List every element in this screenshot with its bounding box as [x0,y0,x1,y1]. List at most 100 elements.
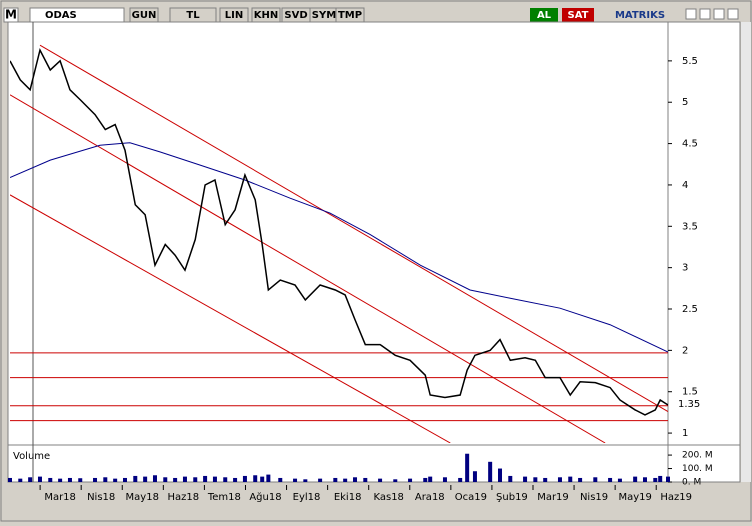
volume-bar [408,478,413,482]
volume-bar [465,453,470,482]
y-tick-label: 4 [682,180,688,191]
win-btn[interactable] [713,8,725,20]
toolbar-button[interactable] [251,7,281,23]
last-price: 1.35 [678,399,700,410]
volume-bar [182,476,187,482]
y-tick-label: 3 [682,263,688,274]
volume-bar [48,477,53,482]
volume-bar [260,476,265,482]
volume-bar [163,477,168,482]
x-tick-label: May18 [126,492,159,503]
volume-bar [78,478,83,482]
x-tick-label: Eki18 [334,492,362,503]
volume-bar [278,477,283,482]
volume-bar [633,476,638,482]
logo: M [5,8,17,22]
toolbar-button-label: LIN [225,10,243,21]
y-tick-label: 2 [682,345,688,356]
toolbar-button[interactable] [219,7,249,23]
x-tick-label: May19 [618,492,651,503]
volume-bar [113,478,118,482]
sell-button[interactable] [562,8,594,22]
volume-bar [28,477,33,482]
toolbar-button[interactable] [129,7,159,23]
volume-bar [568,476,573,482]
volume-bar [67,477,72,482]
volume-bar [593,477,598,482]
volume-bar [303,479,308,482]
toolbar-button-label: KHN [254,10,279,21]
volume-bar [658,475,663,482]
volume-bar [498,468,503,482]
trend-line [10,194,451,443]
x-tick-label: Eyl18 [293,492,321,503]
volume-bar [523,476,528,482]
volume-bar [653,477,658,482]
y-tick-label: 4.5 [682,139,698,150]
volume-bar [193,477,198,482]
volume-bar [363,477,368,482]
volume-bar [423,477,428,482]
y-tick-label: 5.5 [682,56,698,67]
volume-bar [152,475,157,482]
win-btn[interactable] [685,8,697,20]
x-tick-label: Kas18 [373,492,403,503]
volume-bar [458,477,463,482]
volume-bar [233,477,238,482]
volume-bar [442,477,447,482]
toolbar-button[interactable] [169,7,217,23]
volume-bar [393,479,398,482]
volume-bar [333,477,338,482]
volume-bar [488,461,493,482]
volume-bar [58,478,63,482]
volume-bar [472,471,477,482]
volume-tick-label: 0. M [682,478,701,488]
buy-button[interactable] [530,8,558,22]
last-price-box [676,398,706,411]
x-tick-label: Mar19 [537,492,569,503]
toolbar-button-label: GUN [132,10,157,21]
trend-line [10,94,606,443]
volume-bar [543,477,548,482]
x-tick-label: Haz18 [168,492,200,503]
volume-bar [173,477,178,482]
volume-bar [557,477,562,482]
x-tick-label: Ağu18 [249,491,281,503]
volume-bar [666,476,670,482]
y-tick-label: 1.5 [682,387,698,398]
x-tick-label: Tem18 [207,492,241,503]
win-btn[interactable] [699,8,711,20]
volume-tick-label: 200. M [682,451,713,461]
volume-label: Volume [13,451,50,462]
toolbar-button[interactable] [335,7,365,23]
sell-label: SAT [568,10,589,21]
x-tick-label: Mar18 [44,492,76,503]
volume-bar [642,477,647,482]
x-tick-label: Haz19 [660,492,692,503]
volume-bar [378,478,383,482]
toolbar: M ODAS AL SAT MATRIKS [3,7,739,23]
volume-bar [212,476,217,482]
volume-bar [608,477,613,482]
y-tick-label: 3.5 [682,221,698,232]
volume-tick-label: 100. M [682,464,713,474]
x-tick-label: Nis19 [580,492,608,503]
x-tick-label: Oca19 [455,492,487,503]
volume-bar [578,477,583,482]
volume-bar [123,477,128,482]
volume-bar [617,478,622,482]
x-tick-label: Şub19 [496,492,528,503]
volume-bar [93,477,98,482]
scrollbar[interactable] [741,22,751,482]
buy-label: AL [537,10,552,21]
brand: MATRIKS [615,10,665,21]
plot [10,44,668,443]
volume-bar [533,477,538,482]
trend-line [39,44,668,413]
toolbar-button-label: TL [186,10,200,21]
volume-bar [223,477,228,482]
volume-bar [37,476,42,482]
volume-bar [343,478,348,482]
win-btn[interactable] [727,8,739,20]
